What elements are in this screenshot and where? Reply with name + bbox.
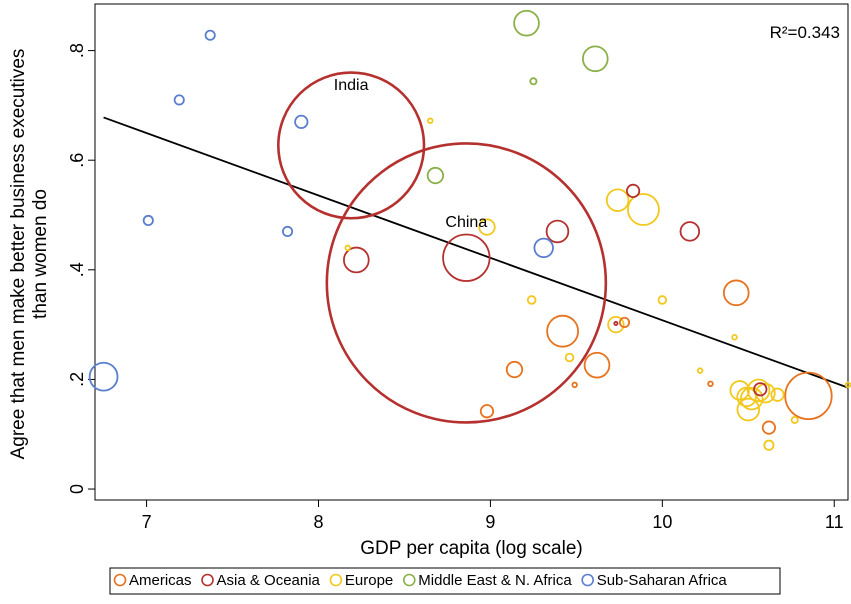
point-asia-oceania [626,183,641,198]
point-americas [505,360,524,379]
legend-marker-asia-oceania [201,573,214,587]
point-europe [736,397,761,422]
point-middle-east-n-africa [581,45,609,73]
legend: Americas Asia & Oceania Europe Middle East … [109,567,781,595]
point-americas [571,381,578,389]
point-label-india: India [334,77,369,94]
legend-item-asia-oceania: Asia & Oceania [201,572,321,589]
legend-marker-middle-east-n-africa [402,573,416,587]
point-sub-saharan-africa [281,225,294,237]
x-tick-label: 7 [142,512,152,532]
point-americas [583,351,611,379]
y-axis-label-line-1: Agree that men make better business exec… [8,49,29,460]
x-tick-label: 8 [313,512,323,532]
point-label-china: China [445,214,487,231]
point-europe [478,218,496,236]
legend-label-americas: Americas [129,572,192,589]
point-europe [627,193,660,226]
point-europe [696,367,704,374]
legend-item-sub-saharan-africa: Sub-Saharan Africa [581,572,728,589]
point-europe [564,352,575,363]
point-americas [722,279,750,307]
legend-item-middle-east-n-africa: Middle East & N. Africa [402,572,572,589]
point-asia-oceania [343,246,370,274]
point-americas [546,314,580,348]
point-asia-oceania [613,321,619,327]
point-americas [784,371,833,421]
point-europe [427,117,434,124]
y-tick-label: .4 [67,262,87,277]
y-tick-label: .2 [67,372,87,387]
x-tick-label: 9 [485,512,495,532]
point-middle-east-n-africa [513,9,540,37]
legend-items: Americas Asia & Oceania Europe Middle East … [113,572,728,589]
point-americas [479,404,495,419]
point-sub-saharan-africa [142,214,154,227]
y-tick-label: .8 [67,43,87,58]
r-squared-annotation: R²=0.343 [770,23,840,42]
y-axis-label-line-2: than women do [30,189,51,319]
legend-box [109,567,781,595]
legend-label-europe: Europe [345,572,393,589]
point-europe [731,333,738,341]
x-axis: 7 8 9 10 11 [142,500,844,532]
point-europe [739,386,764,411]
legend-item-americas: Americas [113,572,192,589]
point-asia-oceania [277,71,426,220]
fit-line-layer [103,116,849,389]
point-europe [605,188,630,212]
legend-marker-europe [329,573,343,587]
points-layer [88,9,851,451]
fit-line [103,116,849,389]
point-europe [790,415,799,424]
point-europe [746,378,771,403]
point-europe [770,387,785,402]
point-europe [344,244,351,252]
point-americas [618,316,631,328]
y-tick-label: .6 [67,153,87,168]
point-europe [607,315,625,334]
point-sub-saharan-africa [88,361,119,392]
x-axis-label: GDP per capita (log scale) [360,538,582,559]
point-europe [657,295,668,305]
point-asia-oceania [545,219,570,244]
point-europe [736,386,757,408]
x-tick-label: 11 [825,512,844,532]
point-europe [844,381,851,389]
point-europe [729,380,750,401]
point-asia-oceania [753,382,768,397]
point-sub-saharan-africa [533,237,554,259]
point-asia-oceania [679,221,701,242]
point-asia-oceania [442,233,491,282]
point-sub-saharan-africa [173,94,185,106]
y-axis: 0 .2 .4 .6 .8 [67,43,95,494]
point-europe [763,439,775,451]
point-europe [526,295,537,305]
legend-label-asia-oceania: Asia & Oceania [217,572,321,589]
point-asia-oceania [325,142,608,424]
plot-frame [94,3,849,501]
point-americas [707,380,714,388]
point-labels-layer: India China [334,77,488,231]
legend-label-sub-saharan-africa: Sub-Saharan Africa [597,572,728,589]
point-middle-east-n-africa [529,77,538,86]
legend-item-europe: Europe [329,572,393,589]
point-sub-saharan-africa [294,114,309,129]
x-tick-label: 10 [652,512,672,532]
y-tick-label: 0 [67,484,87,494]
point-sub-saharan-africa [204,29,216,41]
legend-marker-americas [113,573,127,587]
point-middle-east-n-africa [426,166,445,185]
legend-marker-sub-saharan-africa [581,573,594,587]
plot-area [94,3,849,501]
legend-label-middle-east-n-africa: Middle East & N. Africa [418,572,572,589]
point-americas [761,420,777,435]
